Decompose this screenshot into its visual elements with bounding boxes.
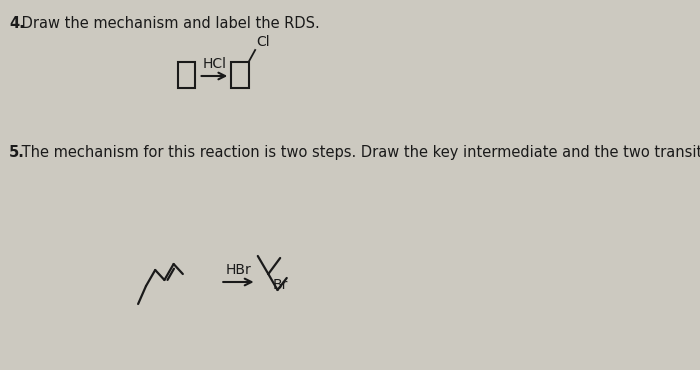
- Text: Cl: Cl: [256, 35, 270, 49]
- Text: Br: Br: [273, 278, 288, 292]
- Text: The mechanism for this reaction is two steps. Draw the key intermediate and the : The mechanism for this reaction is two s…: [17, 145, 700, 160]
- Text: HBr: HBr: [225, 263, 251, 277]
- Bar: [232, 62, 248, 88]
- Text: Draw the mechanism and label the RDS.: Draw the mechanism and label the RDS.: [17, 16, 320, 31]
- Text: HCl: HCl: [202, 57, 226, 71]
- Bar: [178, 62, 195, 88]
- Text: 5.: 5.: [9, 145, 25, 160]
- Text: 4.: 4.: [9, 16, 25, 31]
